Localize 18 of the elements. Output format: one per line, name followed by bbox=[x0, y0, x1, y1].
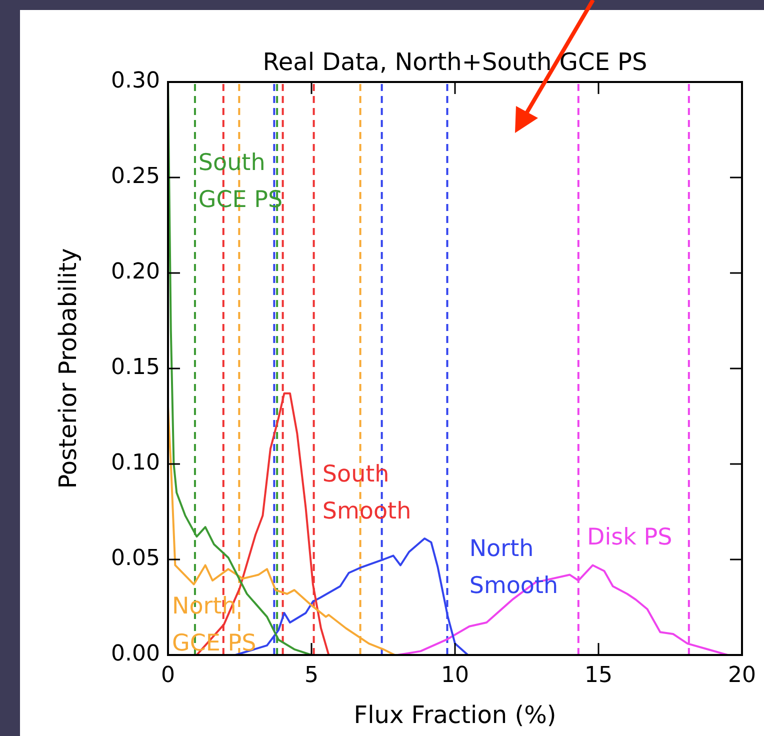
series-label: Disk PS bbox=[587, 524, 672, 551]
x-tick-label: 20 bbox=[728, 662, 756, 688]
y-tick-label: 0.25 bbox=[111, 164, 160, 190]
y-tick-label: 0.00 bbox=[111, 642, 160, 667]
y-tick-label: 0.05 bbox=[111, 546, 160, 572]
y-tick-label: 0.20 bbox=[111, 260, 160, 285]
y-tick-label: 0.10 bbox=[111, 450, 160, 476]
series-label: South Smooth bbox=[322, 462, 412, 525]
y-tick-label: 0.30 bbox=[111, 68, 160, 94]
y-axis-title: Posterior Probability bbox=[54, 248, 82, 489]
chart-title: Real Data, North+South GCE PS bbox=[262, 48, 648, 76]
x-tick-label: 10 bbox=[441, 662, 469, 688]
series-label: South GCE PS bbox=[198, 150, 283, 213]
x-tick-label: 15 bbox=[584, 662, 612, 688]
x-tick-label: 0 bbox=[161, 662, 175, 688]
y-tick-label: 0.15 bbox=[111, 355, 160, 380]
x-axis-title: Flux Fraction (%) bbox=[354, 701, 556, 729]
x-tick-label: 5 bbox=[304, 662, 318, 688]
